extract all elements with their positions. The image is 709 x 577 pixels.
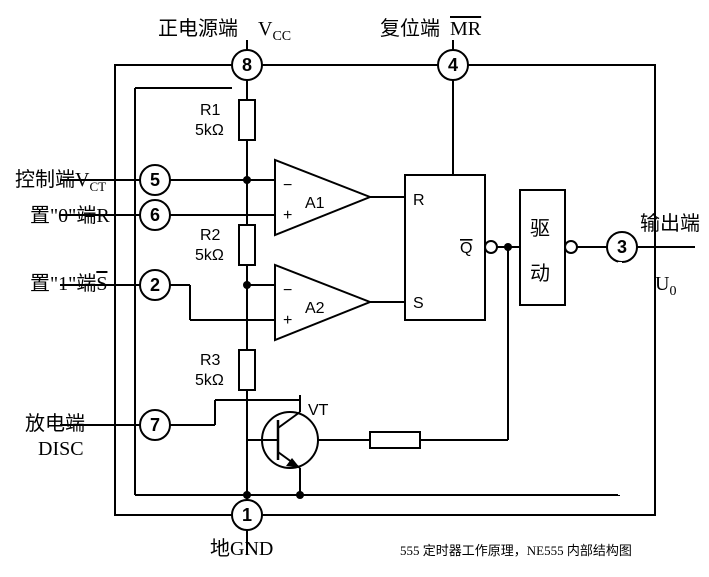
caption: 555 定时器工作原理，NE555 内部结构图 [400, 543, 632, 558]
svg-text:1: 1 [242, 505, 252, 525]
r2-body [239, 225, 255, 265]
svg-text:+: + [283, 207, 292, 224]
base-resistor [370, 432, 420, 448]
pin3-label: 输出端 [640, 212, 700, 235]
svg-text:5: 5 [150, 170, 160, 190]
vcc-sym: VCC [258, 18, 291, 44]
a2-label: A2 [305, 300, 325, 317]
r1-val: 5kΩ [195, 122, 224, 139]
ff-r: R [413, 192, 425, 209]
mr-sym: MR [450, 18, 482, 40]
mr-title: 复位端 [380, 17, 440, 40]
pin7-sub: DISC [38, 438, 84, 460]
drv1: 驱 [530, 217, 550, 240]
svg-text:+: + [283, 312, 292, 329]
svg-text:7: 7 [150, 415, 160, 435]
a1-label: A1 [305, 195, 325, 212]
vcc-title: 正电源端 [158, 17, 238, 40]
vt-label: VT [308, 402, 329, 419]
svg-text:−: − [283, 177, 292, 194]
drv2: 动 [530, 262, 550, 285]
r2-val: 5kΩ [195, 247, 224, 264]
svg-text:2: 2 [150, 275, 160, 295]
r3-name: R3 [200, 352, 221, 369]
r2-name: R2 [200, 227, 221, 244]
r1-body [239, 100, 255, 140]
r3-body [239, 350, 255, 390]
ff-q: Q [460, 240, 472, 257]
circuit-diagram: 正电源端 VCC 复位端 MR 8 4 R1 5kΩ 控制端VCT 5 置"0"… [0, 0, 709, 577]
svg-text:−: − [283, 282, 292, 299]
pin2-label: 置"1"端S [30, 272, 107, 295]
driver-box [520, 190, 565, 305]
pin1-label: 地GND [210, 537, 273, 560]
pin3-sub: U0 [655, 273, 676, 299]
svg-text:8: 8 [242, 55, 252, 75]
ff-s: S [413, 295, 424, 312]
svg-text:6: 6 [150, 205, 160, 225]
svg-text:4: 4 [448, 55, 458, 75]
r1-name: R1 [200, 102, 221, 119]
pin7-label: 放电端 [25, 412, 85, 435]
r3-val: 5kΩ [195, 372, 224, 389]
svg-text:3: 3 [617, 237, 627, 257]
